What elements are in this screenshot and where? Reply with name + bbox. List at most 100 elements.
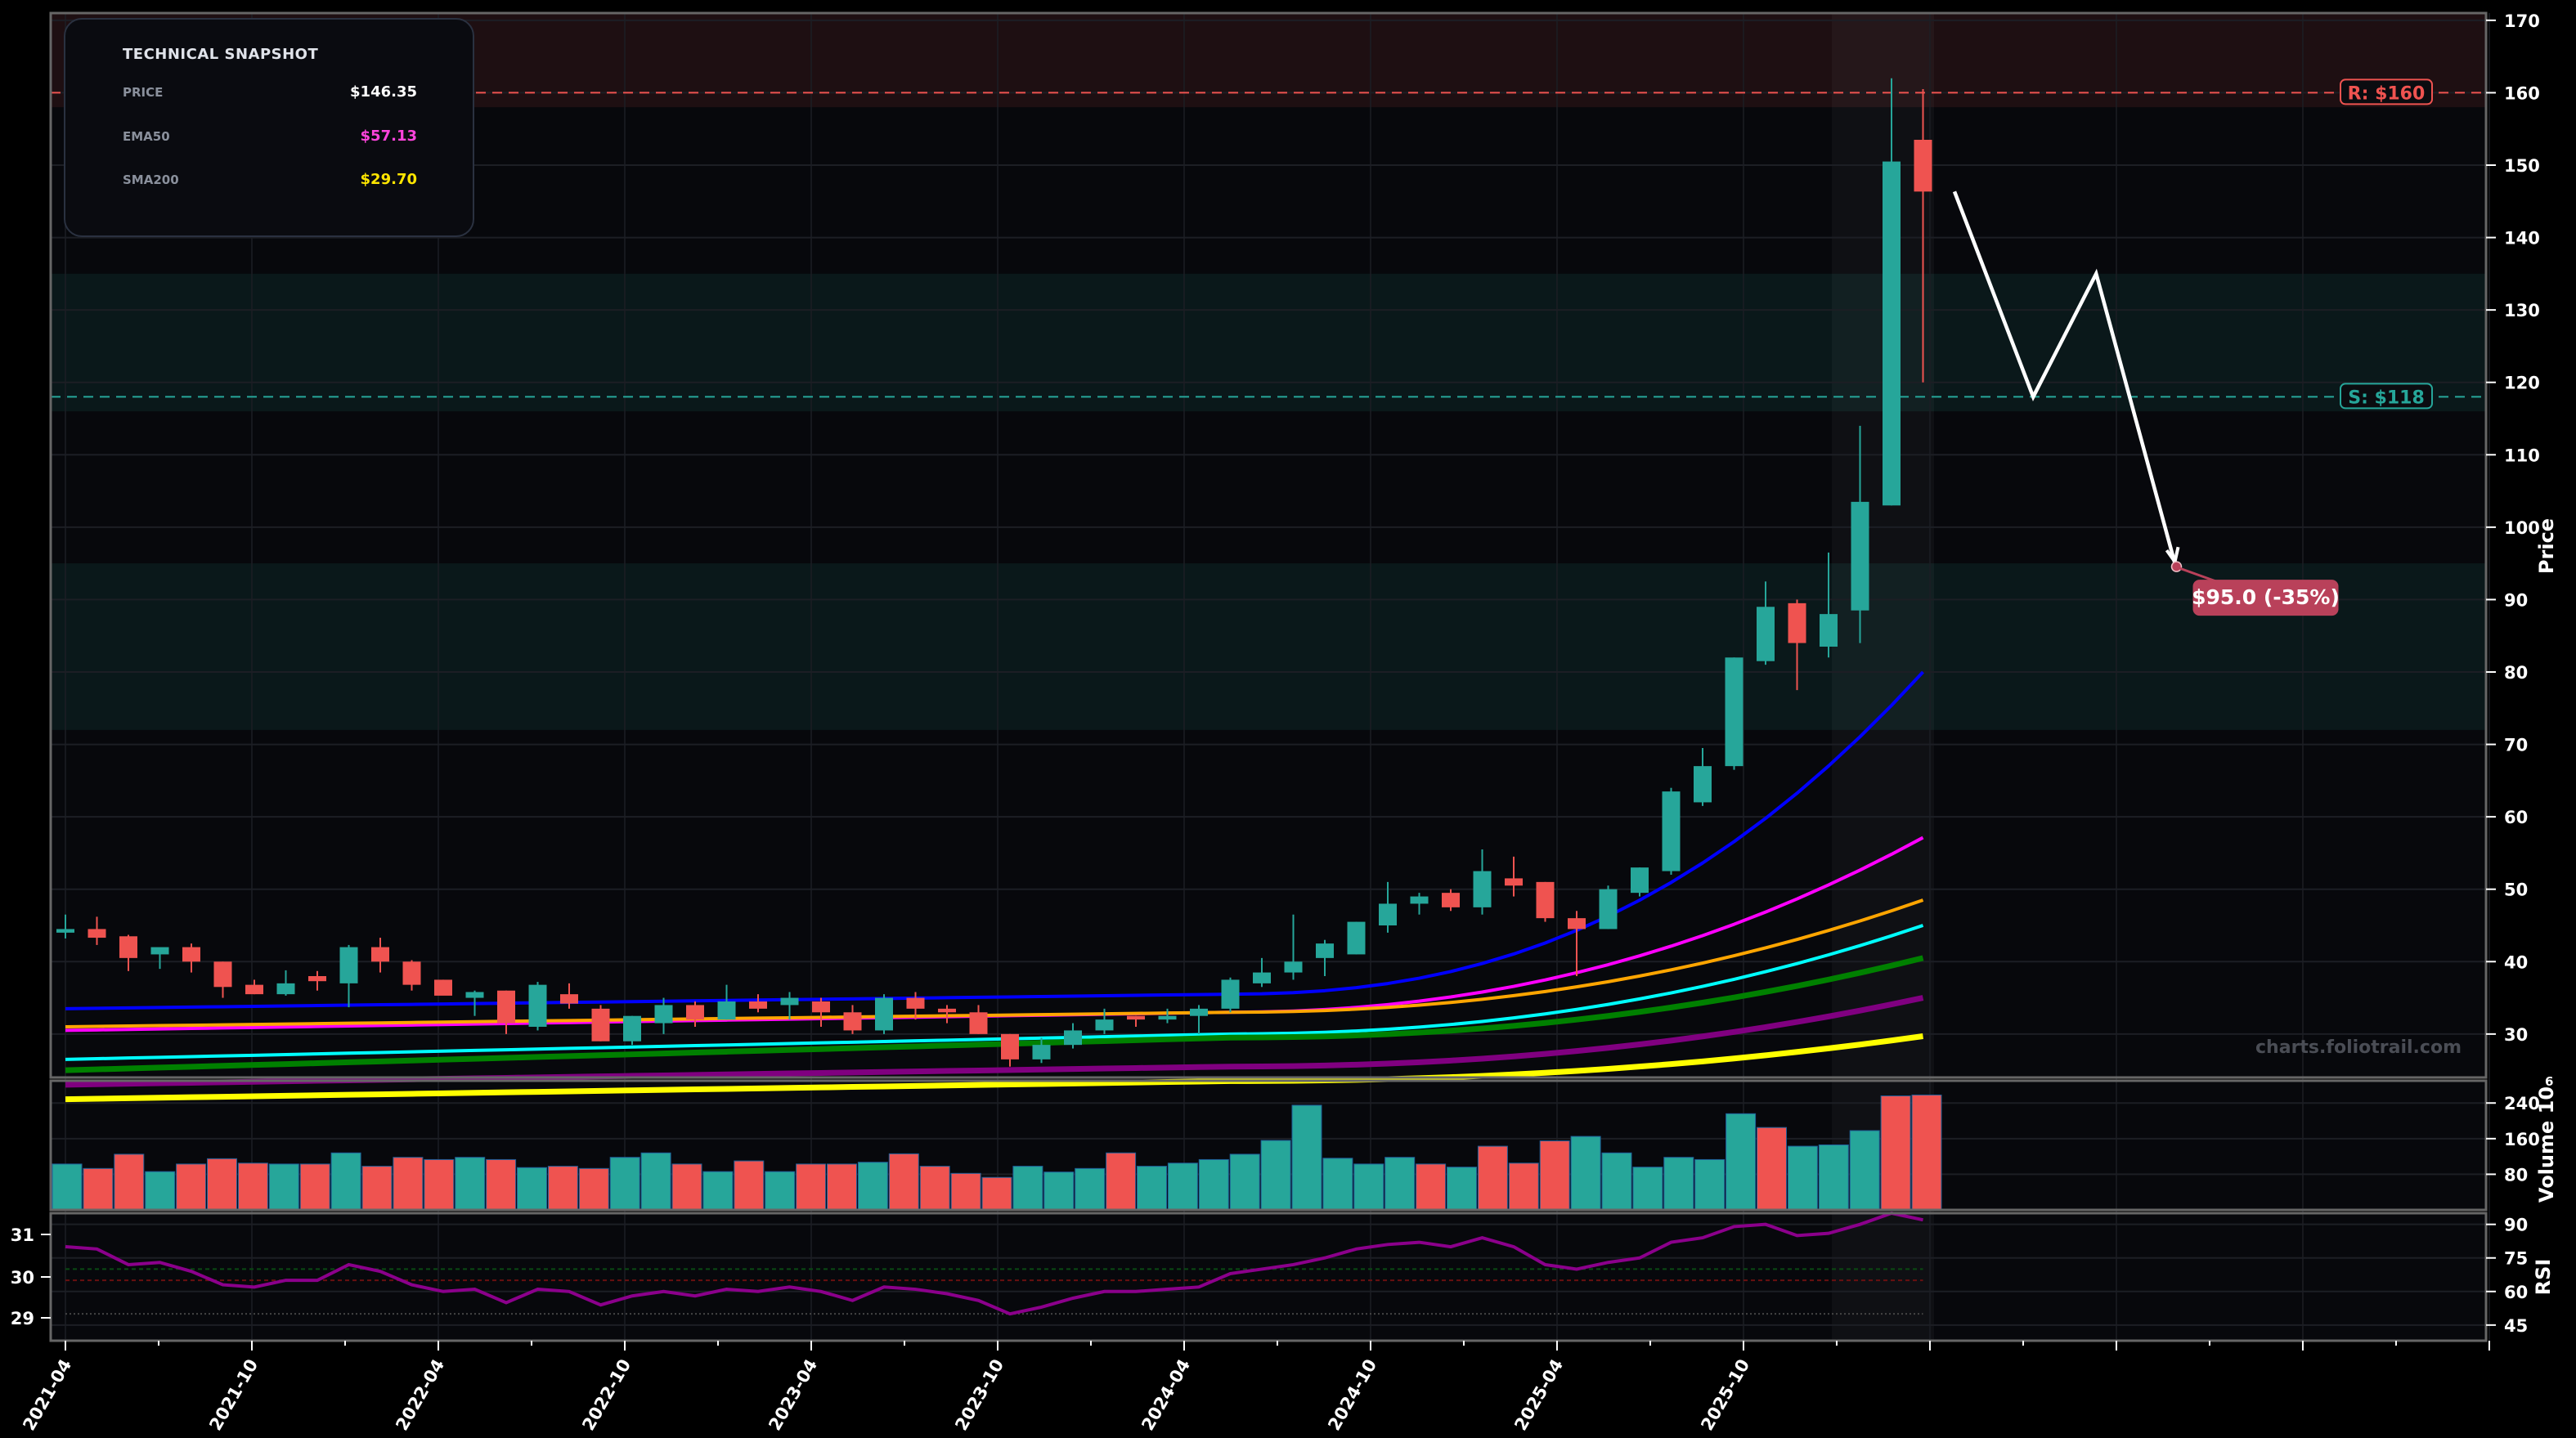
- svg-text:50: 50: [2504, 880, 2528, 900]
- target-dot: [2170, 561, 2183, 572]
- candle: [56, 929, 74, 933]
- snapshot-label: EMA50: [123, 129, 170, 144]
- svg-text:90: 90: [2504, 590, 2528, 610]
- svg-text:70: 70: [2504, 736, 2528, 755]
- candle: [1662, 791, 1681, 871]
- candle: [1316, 943, 1334, 958]
- candle: [119, 936, 137, 958]
- candle: [969, 1012, 988, 1034]
- svg-text:$95.0 (-35%): $95.0 (-35%): [2192, 585, 2340, 609]
- candle: [1505, 878, 1523, 886]
- candle: [276, 983, 295, 995]
- snapshot-value: $57.13: [360, 128, 417, 145]
- svg-text:45: 45: [2504, 1316, 2528, 1336]
- candle: [1379, 903, 1397, 925]
- candle: [623, 1015, 641, 1042]
- svg-text:160: 160: [2504, 83, 2540, 103]
- candle: [906, 997, 925, 1009]
- svg-text:120: 120: [2504, 374, 2540, 393]
- candle: [1788, 603, 1806, 643]
- svg-text:2021-10: 2021-10: [205, 1356, 262, 1434]
- snapshot-label: SMA200: [123, 172, 179, 187]
- candle: [182, 947, 200, 962]
- svg-text:130: 130: [2504, 301, 2540, 320]
- svg-text:150: 150: [2504, 156, 2540, 176]
- candle: [1694, 766, 1712, 803]
- candle: [88, 929, 106, 939]
- price-axis-label: Price: [2535, 518, 2558, 574]
- candle: [339, 947, 358, 983]
- svg-text:140: 140: [2504, 229, 2540, 249]
- svg-text:R: $160: R: $160: [2348, 83, 2426, 104]
- svg-text:2025-04: 2025-04: [1510, 1356, 1567, 1434]
- svg-text:160: 160: [2504, 1130, 2540, 1149]
- svg-text:2024-04: 2024-04: [1138, 1356, 1194, 1434]
- candle: [1001, 1033, 1019, 1059]
- svg-text:2022-04: 2022-04: [392, 1356, 448, 1434]
- candle: [150, 947, 169, 955]
- rsi-panel: [51, 1213, 2486, 1341]
- svg-text:40: 40: [2504, 952, 2528, 972]
- candle: [875, 997, 893, 1031]
- candle: [1757, 607, 1775, 661]
- volume-axis-label: Volume 10: [2535, 1086, 2558, 1203]
- svg-text:2023-10: 2023-10: [951, 1356, 1008, 1434]
- candle: [1190, 1008, 1208, 1016]
- candle: [1127, 1015, 1145, 1020]
- ma-line-ma-green-: [65, 955, 1924, 1073]
- candle: [1253, 972, 1271, 983]
- candle: [1158, 1015, 1177, 1020]
- svg-text:29: 29: [11, 1309, 34, 1328]
- candle: [402, 961, 421, 985]
- candle: [780, 997, 799, 1006]
- snapshot-label: PRICE: [123, 85, 164, 100]
- svg-text:90: 90: [2504, 1216, 2528, 1235]
- candle: [938, 1008, 956, 1013]
- snapshot-value: $146.35: [350, 83, 417, 101]
- candle: [1631, 867, 1649, 894]
- svg-text:75: 75: [2504, 1249, 2528, 1269]
- svg-text:30: 30: [11, 1268, 34, 1288]
- candle: [812, 1001, 830, 1013]
- projection-path: [1952, 190, 2177, 564]
- svg-text:6: 6: [2545, 1074, 2553, 1089]
- svg-text:80: 80: [2504, 1165, 2528, 1185]
- svg-text:100: 100: [2504, 518, 2540, 538]
- candle: [717, 1001, 736, 1020]
- candle: [1347, 921, 1366, 955]
- svg-text:170: 170: [2504, 11, 2540, 31]
- resistance-label: R: $160: [2340, 78, 2433, 105]
- candle: [1284, 961, 1303, 973]
- watermark: charts.foliotrail.com: [2255, 1037, 2462, 1058]
- candle: [1851, 501, 1869, 611]
- rsi-axis-label: RSI: [2532, 1259, 2555, 1296]
- candle: [1536, 881, 1555, 919]
- svg-text:80: 80: [2504, 663, 2528, 683]
- volume-bars: [52, 1094, 1942, 1211]
- technical-snapshot-panel: TECHNICAL SNAPSHOT PRICE $146.35 EMA50 $…: [64, 18, 474, 237]
- svg-text:2023-04: 2023-04: [765, 1356, 821, 1434]
- support-zone: [51, 273, 2486, 412]
- support-zone: [51, 563, 2486, 730]
- candle: [528, 984, 547, 1027]
- svg-text:60: 60: [2504, 808, 2528, 827]
- candle: [843, 1012, 862, 1031]
- ma-line-ma-orange-: [65, 898, 1924, 1028]
- candle: [749, 1001, 767, 1009]
- candle: [1820, 614, 1838, 647]
- candle: [1221, 979, 1240, 1009]
- candle: [1914, 140, 1932, 192]
- x-axis: 2021-04 2021-10 2022-04 2022-10 2023-04 2023-…: [19, 1341, 2490, 1434]
- candle: [213, 961, 232, 988]
- rsi-line: [65, 1211, 1923, 1316]
- ma-line-sma200: [65, 1033, 1923, 1103]
- svg-text:240: 240: [2504, 1094, 2540, 1113]
- svg-text:60: 60: [2504, 1283, 2528, 1302]
- candle: [591, 1008, 610, 1042]
- candle: [1442, 893, 1460, 907]
- candle: [1064, 1030, 1082, 1046]
- target-label: $95.0 (-35%): [2192, 580, 2340, 616]
- svg-text:110: 110: [2504, 446, 2540, 465]
- candle: [1725, 657, 1744, 767]
